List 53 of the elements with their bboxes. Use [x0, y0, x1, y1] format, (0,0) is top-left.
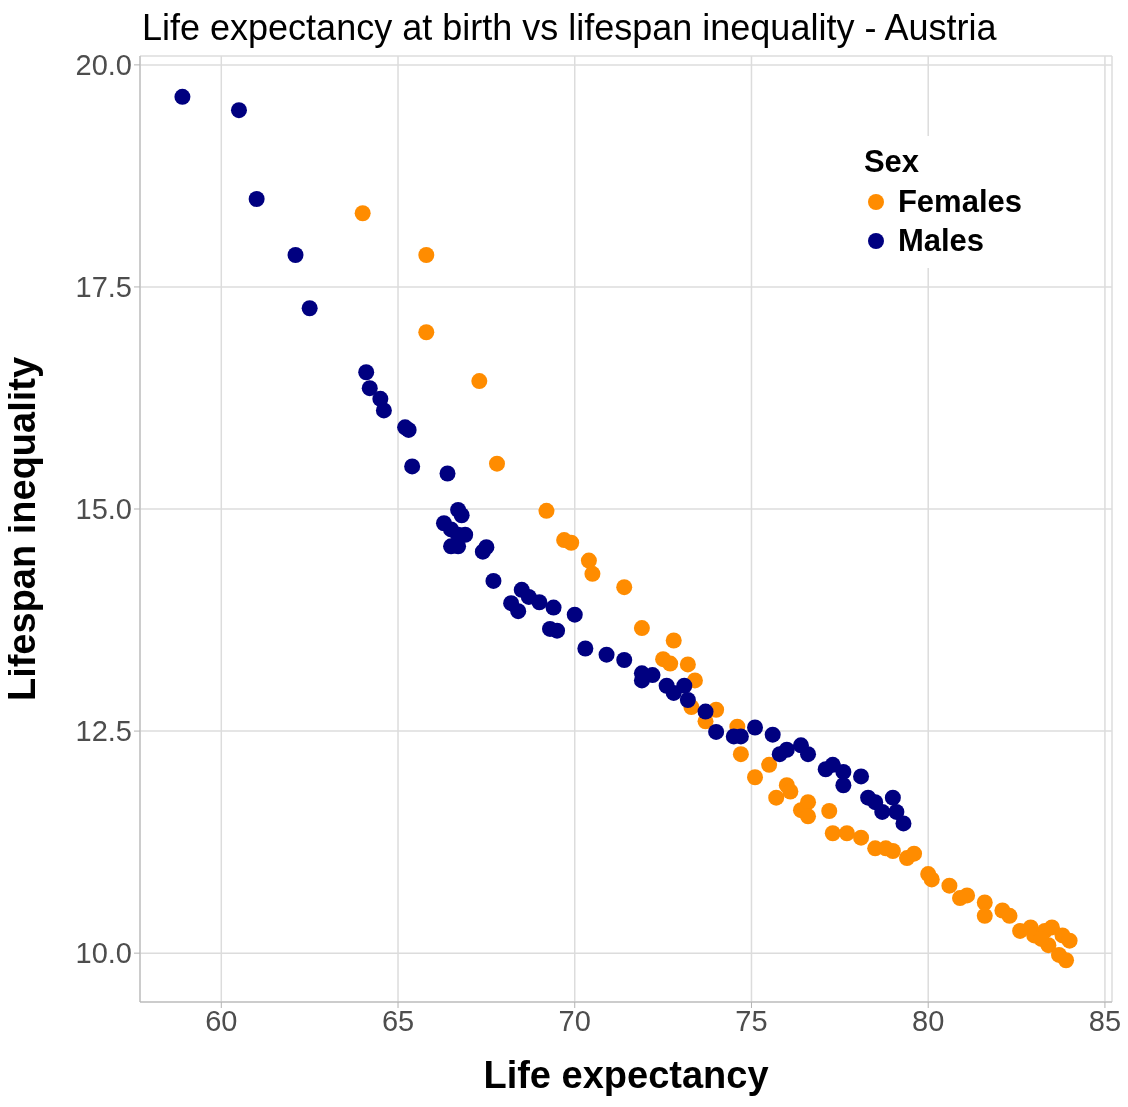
point	[824, 825, 841, 842]
point	[584, 565, 601, 582]
y-tick-label: 15.0	[75, 493, 132, 526]
point	[616, 579, 633, 596]
point	[923, 871, 940, 888]
point	[1001, 907, 1018, 924]
point	[800, 808, 817, 825]
x-axis-title: Life expectancy	[483, 1054, 769, 1096]
point	[838, 825, 855, 842]
point	[633, 620, 650, 637]
point	[941, 877, 958, 894]
y-tick-label: 10.0	[75, 937, 132, 970]
point	[800, 794, 817, 811]
x-tick-label: 85	[1088, 1004, 1122, 1037]
point	[471, 373, 488, 390]
point	[761, 756, 778, 773]
point	[782, 783, 799, 800]
point	[884, 843, 901, 859]
x-tick-label: 65	[381, 1004, 415, 1037]
x-tick-label: 80	[912, 1004, 945, 1037]
point	[580, 552, 597, 569]
point	[976, 894, 993, 911]
point	[488, 455, 505, 472]
point	[662, 655, 679, 672]
point	[354, 205, 371, 222]
point	[538, 502, 555, 519]
chart-title: Life expectancy at birth vs lifespan inequality - Austria	[142, 7, 998, 50]
point	[1043, 919, 1060, 936]
point	[418, 324, 435, 341]
y-tick-label: 17.5	[75, 271, 132, 304]
x-tick-label: 60	[205, 1004, 238, 1037]
y-axis-title: Lifespan inequality	[1, 356, 44, 702]
point	[1061, 932, 1078, 949]
point	[665, 632, 682, 649]
point	[418, 246, 435, 263]
point	[768, 789, 785, 806]
y-tick-label: 20.0	[75, 49, 132, 82]
legend-label: Females	[897, 183, 1022, 221]
legend-title: Sex	[863, 144, 921, 180]
legend-label: Males	[897, 222, 985, 260]
point	[976, 907, 993, 924]
point	[821, 803, 838, 820]
point	[1058, 952, 1075, 969]
point	[563, 534, 580, 551]
point	[747, 769, 764, 786]
point	[906, 845, 923, 862]
y-tick-label: 12.5	[75, 715, 132, 748]
point	[959, 887, 976, 904]
point	[853, 829, 870, 846]
point	[679, 656, 696, 673]
x-tick-label: 75	[735, 1004, 768, 1037]
x-tick-label: 70	[558, 1004, 591, 1037]
point	[732, 746, 749, 763]
